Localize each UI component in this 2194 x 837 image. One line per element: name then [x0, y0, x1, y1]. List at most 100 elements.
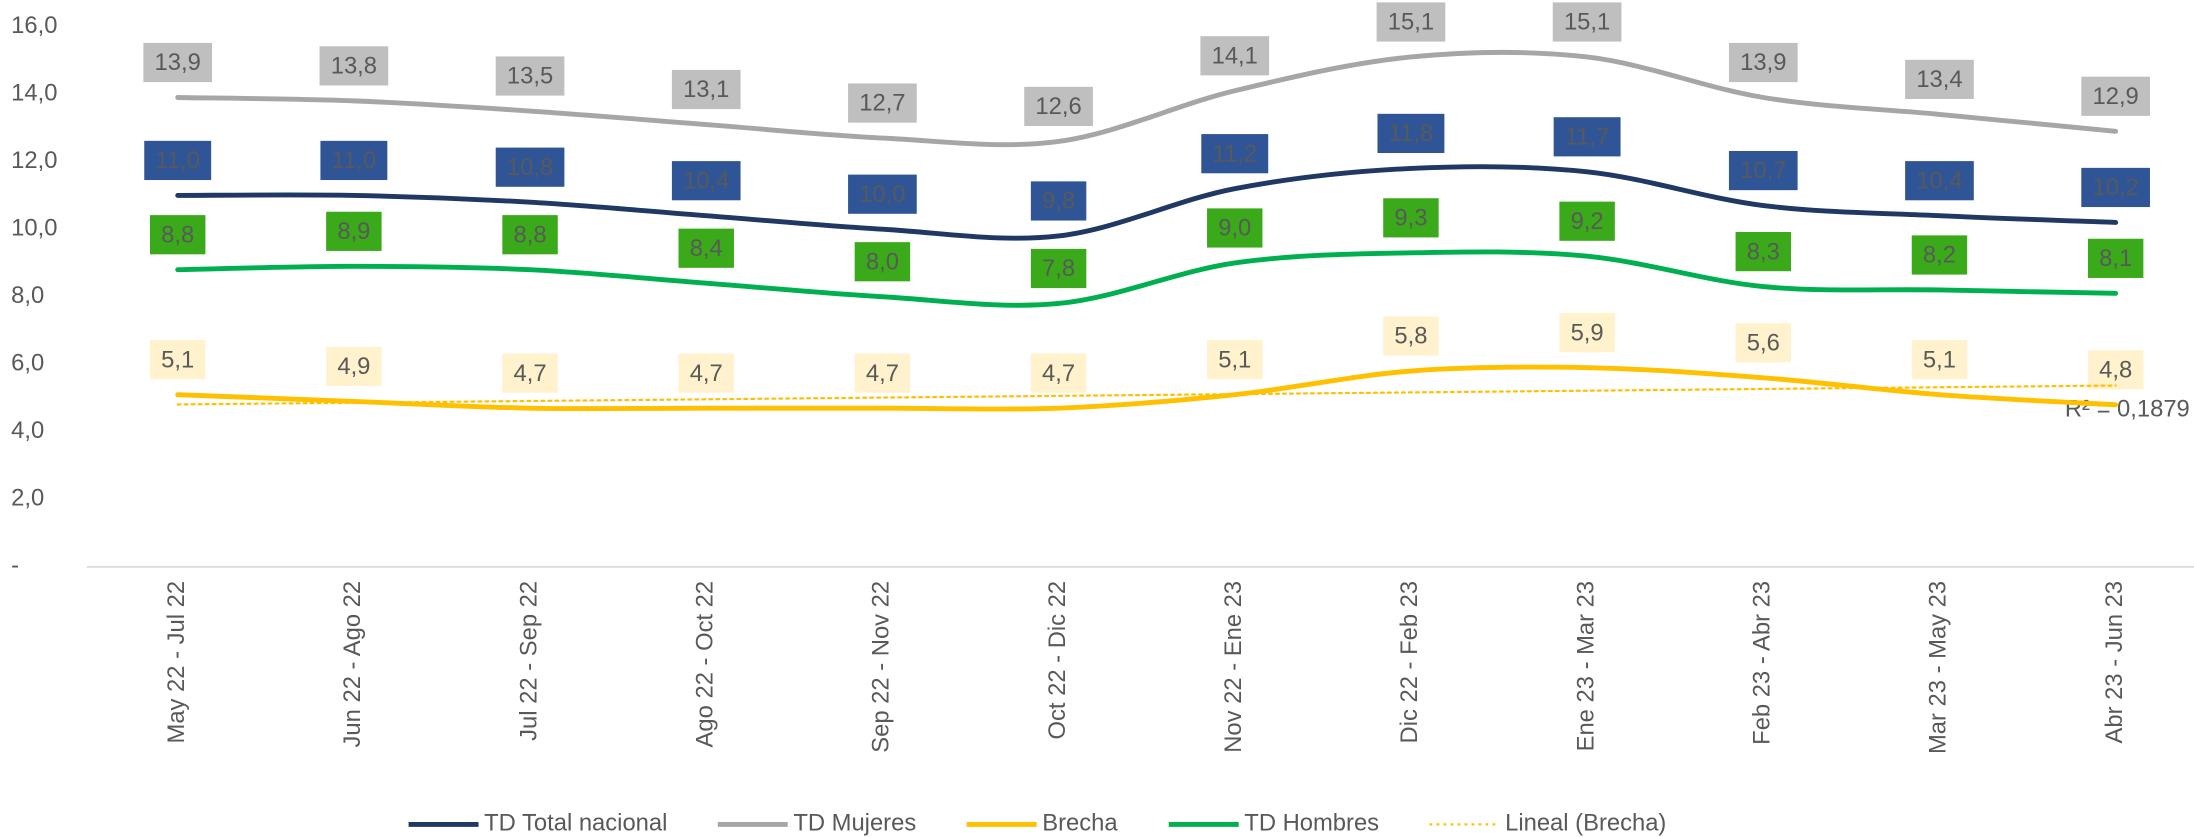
data-label: 15,1	[1388, 9, 1434, 36]
data-label-box	[1552, 2, 1622, 42]
data-label: 13,9	[155, 49, 201, 76]
y-tick-label: 4,0	[11, 417, 44, 444]
data-label: 5,8	[1394, 323, 1427, 350]
data-label-box	[1911, 340, 1968, 380]
data-label: 13,1	[683, 76, 729, 103]
data-label: 8,4	[690, 235, 723, 262]
data-label: 8,2	[1923, 242, 1956, 269]
data-label-box	[143, 42, 213, 83]
data-label-box	[1728, 42, 1798, 83]
data-label: 10,0	[859, 181, 905, 208]
data-label-box	[1559, 201, 1615, 241]
data-label-box	[1911, 235, 1968, 275]
data-label: 12,6	[1035, 93, 1081, 120]
legend-label: Lineal (Brecha)	[1505, 810, 1666, 837]
series-line	[175, 249, 2119, 308]
x-tick-label: Sep 22 - Nov 22	[868, 581, 895, 753]
data-label-box	[1553, 117, 1621, 157]
y-tick-label: 6,0	[11, 350, 44, 377]
y-tick-label: 16,0	[11, 12, 57, 39]
legend-label: Brecha	[1042, 810, 1118, 837]
data-label: 8,9	[337, 218, 370, 245]
data-label-box	[326, 211, 382, 251]
data-label: 10,7	[1740, 157, 1786, 184]
data-label: 4,9	[337, 353, 370, 380]
data-label-box	[1735, 323, 1792, 363]
data-label-box	[854, 242, 911, 282]
x-tick-label: May 22 - Jul 22	[163, 581, 190, 744]
data-label: 11,7	[1565, 123, 1610, 150]
data-label: 8,1	[2099, 245, 2132, 272]
data-label-box	[1735, 232, 1792, 272]
y-tick-label: 12,0	[11, 147, 57, 174]
data-label: 8,3	[1747, 238, 1780, 265]
data-label-box	[1376, 2, 1446, 42]
data-label-box	[502, 215, 558, 255]
data-label-box	[678, 353, 734, 393]
data-label: 11,0	[155, 147, 200, 174]
y-tick-label: -	[11, 552, 19, 579]
data-label-box	[319, 46, 389, 86]
y-tick-label: 2,0	[11, 485, 44, 512]
data-label: 8,0	[866, 248, 899, 275]
data-label-box	[2081, 167, 2150, 208]
data-label: 4,7	[514, 360, 547, 387]
x-tick-label: Jul 22 - Sep 22	[515, 581, 542, 741]
data-label: 14,1	[1212, 42, 1258, 69]
series-line	[175, 49, 2119, 148]
x-tick-label: Dic 22 - Feb 23	[1396, 581, 1423, 744]
data-label: 10,4	[1916, 167, 1962, 194]
y-tick-label: 14,0	[11, 79, 57, 106]
data-label: 9,8	[1042, 188, 1075, 215]
y-tick-label: 8,0	[11, 282, 44, 309]
x-tick-label: Feb 23 - Abr 23	[1749, 581, 1776, 745]
data-label-box	[1377, 113, 1445, 154]
data-label: 8,8	[514, 221, 547, 248]
data-label: 5,1	[1923, 346, 1956, 373]
x-tick-label: Jun 22 - Ago 22	[339, 581, 366, 748]
data-label-box	[495, 147, 565, 187]
data-label: 12,9	[2092, 83, 2138, 110]
annotation: R² = 0,1879	[2065, 395, 2190, 422]
data-label-box	[1030, 353, 1087, 393]
data-label-box	[854, 353, 911, 393]
data-label: 4,7	[1042, 360, 1075, 387]
data-label-box	[1559, 313, 1615, 353]
data-label-box	[2087, 238, 2144, 278]
data-label: 11,2	[1212, 140, 1257, 167]
data-label-box	[1728, 150, 1798, 191]
data-label-box	[678, 228, 734, 268]
data-label: 5,6	[1747, 329, 1780, 356]
data-label: 8,8	[161, 221, 194, 248]
data-label-box	[144, 140, 212, 181]
data-label-box	[502, 353, 558, 393]
y-tick-label: 10,0	[11, 214, 57, 241]
data-label: 9,2	[1571, 208, 1604, 235]
data-label: 9,0	[1218, 215, 1251, 242]
x-tick-label: Ene 23 - Mar 23	[1572, 581, 1599, 752]
data-label-box	[848, 174, 917, 214]
legend-label: TD Total nacional	[484, 810, 667, 837]
data-label-box	[1905, 59, 1974, 99]
data-label-box	[848, 83, 917, 123]
data-label: 10,4	[683, 167, 729, 194]
data-label-box	[1207, 208, 1263, 248]
data-label-box	[1200, 36, 1270, 76]
data-label: 11,8	[1389, 120, 1434, 147]
data-label-box	[671, 69, 741, 110]
data-label-box	[1024, 86, 1093, 127]
series-line	[175, 164, 2119, 241]
data-label-box	[1030, 248, 1087, 289]
data-label: 5,1	[1218, 346, 1251, 373]
data-label-box	[1383, 316, 1439, 356]
data-label: 7,8	[1042, 255, 1075, 282]
data-label: 13,4	[1916, 66, 1962, 93]
x-tick-label: Abr 23 - Jun 23	[2101, 581, 2128, 744]
data-label: 10,2	[2092, 174, 2138, 201]
data-label-box	[1030, 181, 1087, 221]
data-label: 13,8	[331, 53, 377, 80]
data-label: 4,8	[2099, 356, 2132, 383]
data-label: 13,9	[1740, 49, 1786, 76]
